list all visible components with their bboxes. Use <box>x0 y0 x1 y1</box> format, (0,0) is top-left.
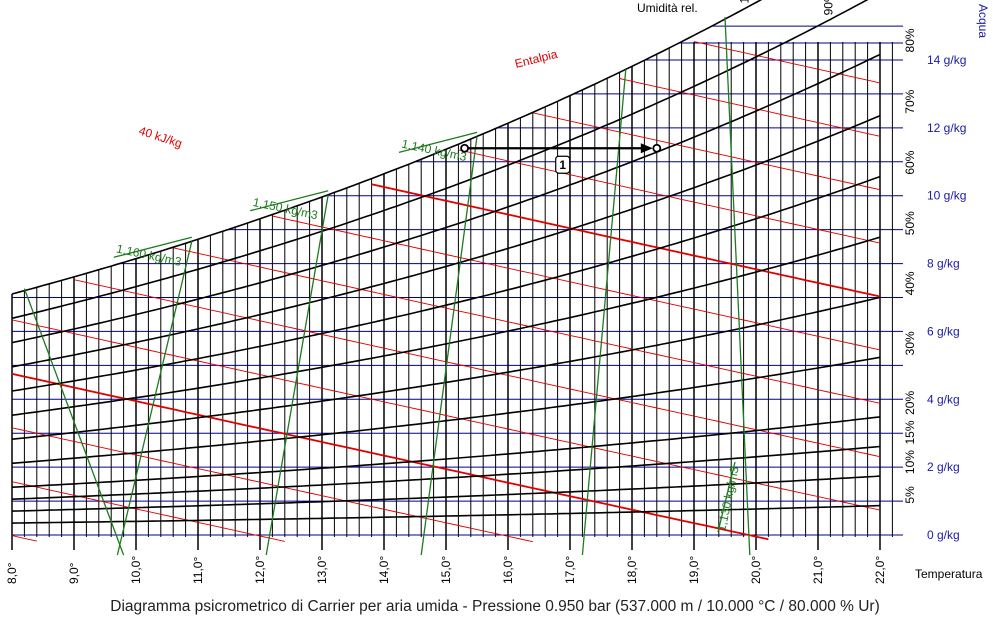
density-label-2: 1,140 kg/m3 <box>400 137 468 164</box>
x-tick-label: 12,0° <box>253 556 267 584</box>
rh-label-20: 20% <box>903 391 917 415</box>
density-label-leader-2 <box>398 131 478 154</box>
enthalpy-line-28 <box>73 279 881 458</box>
x-axis-title: Temperatura <box>915 567 983 581</box>
rh-curve-90 <box>11 0 869 320</box>
x-tick-label: 20,0° <box>749 556 763 584</box>
rh-curve-10 <box>11 475 881 512</box>
y-axis-title: Acqua <box>976 4 990 38</box>
rh-label-10: 10% <box>903 450 917 474</box>
rh-label-5: 5% <box>903 486 917 504</box>
rh-label-30: 30% <box>903 331 917 355</box>
x-tick-label: 8,0° <box>5 562 19 584</box>
y-tick-label: 2 g/kg <box>927 460 960 474</box>
enthalpy-line-56 <box>693 41 881 84</box>
density-label-leader-3 <box>717 461 736 533</box>
x-tick-label: 16,0° <box>501 556 515 584</box>
rh-curve-70 <box>11 114 881 368</box>
density-label-leader-0 <box>113 236 192 258</box>
x-tick-label: 15,0° <box>439 556 453 584</box>
x-tick-label: 18,0° <box>625 556 639 584</box>
process-arrowhead <box>640 143 653 154</box>
rh-label-100: 100% <box>738 0 752 4</box>
enthalpy-line-48 <box>532 112 881 191</box>
x-tick-label: 11,0° <box>191 557 205 584</box>
enthalpy-line-16 <box>12 427 533 543</box>
y-tick-label: 14 g/kg <box>927 53 966 67</box>
enthalpy-line-36 <box>272 215 881 351</box>
y-tick-label: 10 g/kg <box>927 189 966 203</box>
enthalpy-line-40 <box>371 183 881 298</box>
density-line-1 <box>265 194 329 556</box>
x-tick-label: 13,0° <box>315 556 329 584</box>
density-line-extra-1 <box>724 17 751 556</box>
rh-curve-5 <box>11 504 881 524</box>
rh-curve-80 <box>11 53 881 344</box>
density-line-3 <box>581 69 627 556</box>
rh-label-90: 90% <box>821 0 835 15</box>
rh-label-70: 70% <box>903 89 917 113</box>
chart-title: Diagramma psicrometrico di Carrier per a… <box>110 598 879 615</box>
rh-label-50: 50% <box>903 211 917 235</box>
y-tick-label: 0 g/kg <box>927 528 960 542</box>
x-tick-label: 10,0° <box>129 556 143 584</box>
enthalpy-title: Entalpia <box>513 47 559 71</box>
x-tick-label: 9,0° <box>67 562 81 584</box>
enthalpy-line-8 <box>12 535 37 542</box>
y-tick-label: 4 g/kg <box>927 392 960 406</box>
enthalpy-40-label: 40 kJ/kg <box>137 124 184 151</box>
process-start-point[interactable] <box>460 143 470 153</box>
process-label: 1 <box>559 158 566 172</box>
y-tick-label: 6 g/kg <box>927 324 960 338</box>
rh-label-80: 80% <box>903 28 917 52</box>
density-line-2 <box>420 136 478 556</box>
rh-axis-title: Umidità rel. <box>637 1 698 15</box>
density-label-0: 1,160 kg/m3 <box>115 242 183 269</box>
x-tick-label: 19,0° <box>687 556 701 584</box>
x-tick-label: 14,0° <box>377 556 391 584</box>
enthalpy-line-12 <box>12 481 285 542</box>
enthalpy-line-32 <box>173 247 881 404</box>
y-tick-label: 12 g/kg <box>927 121 966 135</box>
y-tick-label: 8 g/kg <box>927 257 960 271</box>
rh-label-15: 15% <box>903 420 917 444</box>
rh-label-40: 40% <box>903 271 917 295</box>
process-label-box <box>555 155 571 174</box>
x-tick-label: 17,0° <box>563 556 577 584</box>
rh-curve-30 <box>11 356 881 465</box>
rh-curve-60 <box>11 175 881 392</box>
density-label-leader-1 <box>250 190 329 212</box>
x-tick-label: 21,0° <box>811 556 825 584</box>
overlay-layer: 5% 10% 15% 20% 30% 40% 50% 60% 70% 80% 90% 100% 1,16… <box>5 0 966 584</box>
rh-curve-50 <box>11 236 881 416</box>
rh-label-60: 60% <box>903 150 917 174</box>
label-layer: Umidità rel. Acqua Temperatura Diagramma… <box>110 1 990 615</box>
density-line-extra-0 <box>23 288 125 556</box>
x-tick-label: 22,0° <box>873 556 887 584</box>
rh-curve-40 <box>11 296 881 440</box>
plot-area <box>12 41 881 543</box>
rh-curve-15 <box>11 445 881 500</box>
rh-curve-100 <box>11 0 763 295</box>
rh-curve-20 <box>11 416 881 488</box>
density-line-0 <box>116 241 193 556</box>
enthalpy-line-52 <box>619 78 881 137</box>
process-end-point[interactable] <box>652 143 662 153</box>
